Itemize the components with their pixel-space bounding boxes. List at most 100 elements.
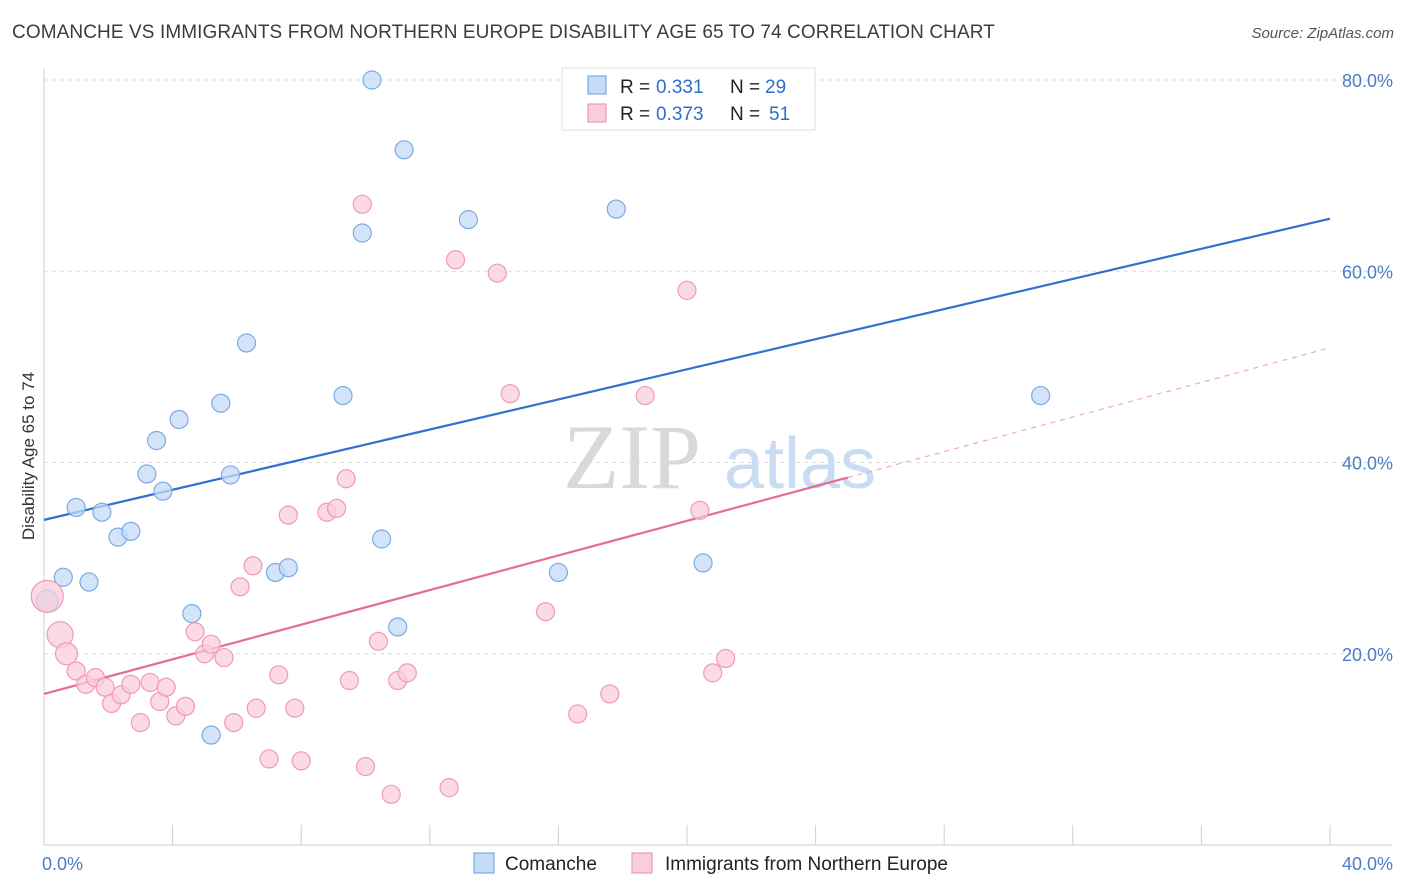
chart-title: COMANCHE VS IMMIGRANTS FROM NORTHERN EUR…	[12, 22, 995, 43]
comanche-point	[53, 567, 73, 587]
y-axis-title: Disability Age 65 to 74	[19, 372, 38, 540]
immigrants-point	[381, 784, 401, 804]
comanche-point	[79, 572, 99, 592]
immigrants-point	[185, 622, 205, 642]
comanche-point	[333, 385, 353, 406]
comanche-point	[182, 603, 202, 624]
immigrants-point	[291, 751, 311, 771]
comanche-point	[371, 529, 392, 549]
x-tick-label: 0.0%	[42, 854, 83, 874]
top-legend: R = 0.331 N = 29 R = 0.373 N = 51	[561, 67, 816, 131]
immigrants-point	[175, 696, 196, 716]
immigrants-point	[121, 674, 141, 694]
immigrants-point	[243, 556, 263, 576]
comanche-point	[548, 562, 569, 583]
legend-r-value-immigrants: 0.373	[656, 104, 704, 125]
immigrants-point	[445, 250, 466, 270]
comanche-point	[352, 223, 372, 243]
comanche-trend-line	[43, 217, 1331, 521]
immigrants-point	[368, 631, 388, 651]
immigrants-point	[156, 677, 176, 697]
chart-source: Source: ZipAtlas.com	[1251, 25, 1394, 42]
x-tick-label: 40.0%	[1342, 854, 1393, 874]
comanche-point	[201, 725, 221, 745]
immigrants-point	[703, 663, 723, 683]
comanche-point	[137, 464, 157, 484]
immigrants-point	[259, 749, 279, 769]
comanche-point	[693, 553, 713, 573]
legend-r-label-comanche: R =	[620, 77, 650, 98]
immigrants-trend-line	[43, 476, 849, 695]
immigrants-point	[224, 712, 244, 733]
immigrants-point	[336, 469, 356, 489]
legend-n-value-immigrants: 51	[769, 104, 790, 125]
legend-n-label-immigrants: N =	[730, 104, 760, 125]
y-tick-label: 80.0%	[1342, 71, 1393, 91]
y-tick-label: 40.0%	[1342, 454, 1393, 474]
comanche-point	[362, 70, 382, 90]
immigrants-point	[339, 670, 360, 691]
immigrants-point	[568, 704, 588, 724]
legend-n-value-comanche: 29	[765, 77, 786, 98]
axis-layer: 20.0% 40.0% 60.0% 80.0% 0.0% 40.0%	[42, 68, 1393, 874]
immigrants-point	[355, 756, 376, 777]
immigrants-point	[30, 579, 64, 613]
immigrants-point	[677, 280, 697, 300]
immigrants-point	[690, 500, 710, 520]
immigrants-point	[352, 194, 372, 214]
legend-swatch-comanche	[587, 75, 607, 95]
immigrants-point	[715, 648, 736, 669]
points-layer	[30, 70, 1051, 804]
immigrants-point	[54, 642, 79, 666]
immigrants-point	[326, 498, 347, 518]
immigrants-point	[246, 698, 266, 718]
bottom-legend-label-comanche: Comanche	[505, 854, 597, 875]
comanche-point	[92, 502, 112, 522]
legend-swatch-immigrants	[587, 103, 607, 123]
comanche-point	[236, 333, 257, 353]
immigrants-point	[130, 712, 151, 733]
comanche-point	[66, 497, 86, 518]
watermark-zip: ZIP	[563, 406, 701, 508]
comanche-point	[1031, 385, 1051, 406]
immigrants-point	[487, 263, 507, 283]
immigrants-point	[285, 698, 305, 718]
immigrants-point	[500, 384, 520, 404]
immigrants-point	[600, 684, 620, 704]
watermark-atlas: atlas	[724, 424, 876, 504]
legend-r-label-immigrants: R =	[620, 104, 650, 125]
comanche-point	[121, 521, 141, 541]
bottom-legend: Comanche Immigrants from Northern Europe	[473, 852, 948, 875]
comanche-point	[458, 210, 478, 230]
immigrants-point	[278, 505, 298, 525]
comanche-point	[153, 481, 173, 501]
immigrants-point	[230, 577, 250, 597]
immigrants-point	[439, 778, 459, 798]
comanche-point	[211, 393, 231, 413]
y-tick-label: 20.0%	[1342, 645, 1393, 665]
comanche-point	[146, 430, 167, 451]
bottom-legend-label-immigrants: Immigrants from Northern Europe	[665, 854, 948, 875]
y-tick-label: 60.0%	[1342, 262, 1393, 282]
watermark: ZIP atlas	[563, 406, 876, 508]
immigrants-point	[535, 602, 556, 622]
immigrants-point	[66, 661, 86, 681]
immigrants-point	[95, 677, 115, 697]
immigrants-point	[140, 672, 160, 693]
bottom-legend-swatch-comanche	[473, 852, 495, 874]
immigrants-point	[397, 663, 417, 683]
comanche-point	[169, 409, 189, 430]
legend-r-value-comanche: 0.331	[656, 77, 704, 98]
bottom-legend-swatch-immigrants	[631, 852, 653, 874]
comanche-point	[606, 199, 626, 219]
immigrants-point	[214, 647, 234, 668]
comanche-point	[388, 617, 408, 637]
immigrants-point	[269, 665, 289, 685]
immigrants-point	[201, 634, 221, 654]
immigrants-trend-extension	[847, 347, 1331, 479]
comanche-point	[278, 558, 298, 578]
immigrants-point	[635, 385, 655, 406]
trend-layer	[43, 217, 1331, 695]
comanche-point	[394, 140, 414, 160]
